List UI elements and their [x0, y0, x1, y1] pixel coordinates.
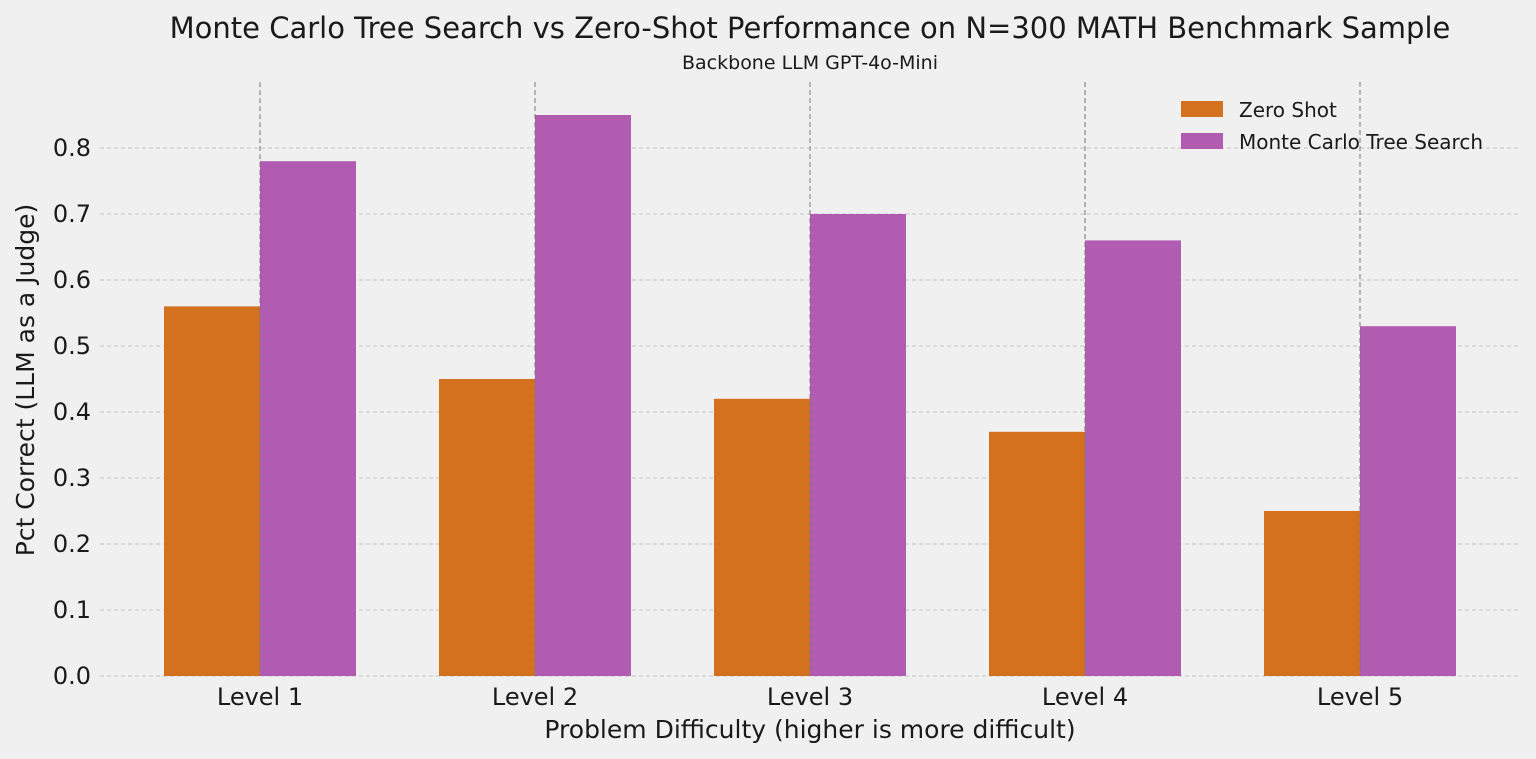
legend: Zero Shot Monte Carlo Tree Search: [1181, 98, 1483, 154]
x-tick-label: Level 3: [767, 683, 853, 711]
legend-swatch-zero-shot: [1181, 101, 1223, 117]
y-tick-label: 0.2: [53, 530, 91, 558]
x-tick-labels: Level 1 Level 2 Level 3 Level 4 Level 5: [217, 683, 1403, 711]
y-tick-label: 0.1: [53, 596, 91, 624]
bar-zero-shot-level-3: [714, 398, 810, 676]
bar-monte-carlo-tree-search-level-1: [260, 161, 356, 676]
y-tick-labels: 0.0 0.1 0.2 0.3 0.4 0.5 0.6 0.7 0.8: [53, 134, 91, 690]
bar-zero-shot-level-5: [1264, 511, 1360, 676]
bar-monte-carlo-tree-search-level-2: [535, 115, 631, 676]
x-tick-label: Level 2: [492, 683, 578, 711]
chart-subtitle: Backbone LLM GPT-4o-Mini: [682, 52, 938, 74]
y-tick-label: 0.5: [53, 332, 91, 360]
vertical-grid-layer: [259, 82, 1361, 676]
legend-swatch-monte-carlo-tree-search: [1181, 133, 1223, 149]
chart-title: Monte Carlo Tree Search vs Zero-Shot Per…: [170, 11, 1451, 45]
legend-label: Monte Carlo Tree Search: [1239, 130, 1483, 154]
y-tick-label: 0.6: [53, 266, 91, 294]
x-tick-label: Level 1: [217, 683, 303, 711]
y-tick-label: 0.0: [53, 662, 91, 690]
legend-label: Zero Shot: [1239, 98, 1337, 122]
bar-monte-carlo-tree-search-level-3: [810, 214, 906, 676]
bar-monte-carlo-tree-search-level-4: [1085, 240, 1181, 676]
y-tick-label: 0.8: [53, 134, 91, 162]
bar-zero-shot-level-2: [439, 379, 535, 676]
y-tick-label: 0.7: [53, 200, 91, 228]
y-tick-label: 0.3: [53, 464, 91, 492]
bar-monte-carlo-tree-search-level-5: [1360, 326, 1456, 676]
y-tick-label: 0.4: [53, 398, 91, 426]
x-axis-label: Problem Difficulty (higher is more diffi…: [544, 715, 1075, 744]
x-tick-label: Level 5: [1317, 683, 1403, 711]
y-axis-label: Pct Correct (LLM as a Judge): [11, 204, 40, 557]
bar-zero-shot-level-4: [989, 431, 1085, 676]
x-tick-label: Level 4: [1042, 683, 1128, 711]
bar-zero-shot-level-1: [164, 306, 260, 676]
bars-layer: [164, 115, 1456, 676]
